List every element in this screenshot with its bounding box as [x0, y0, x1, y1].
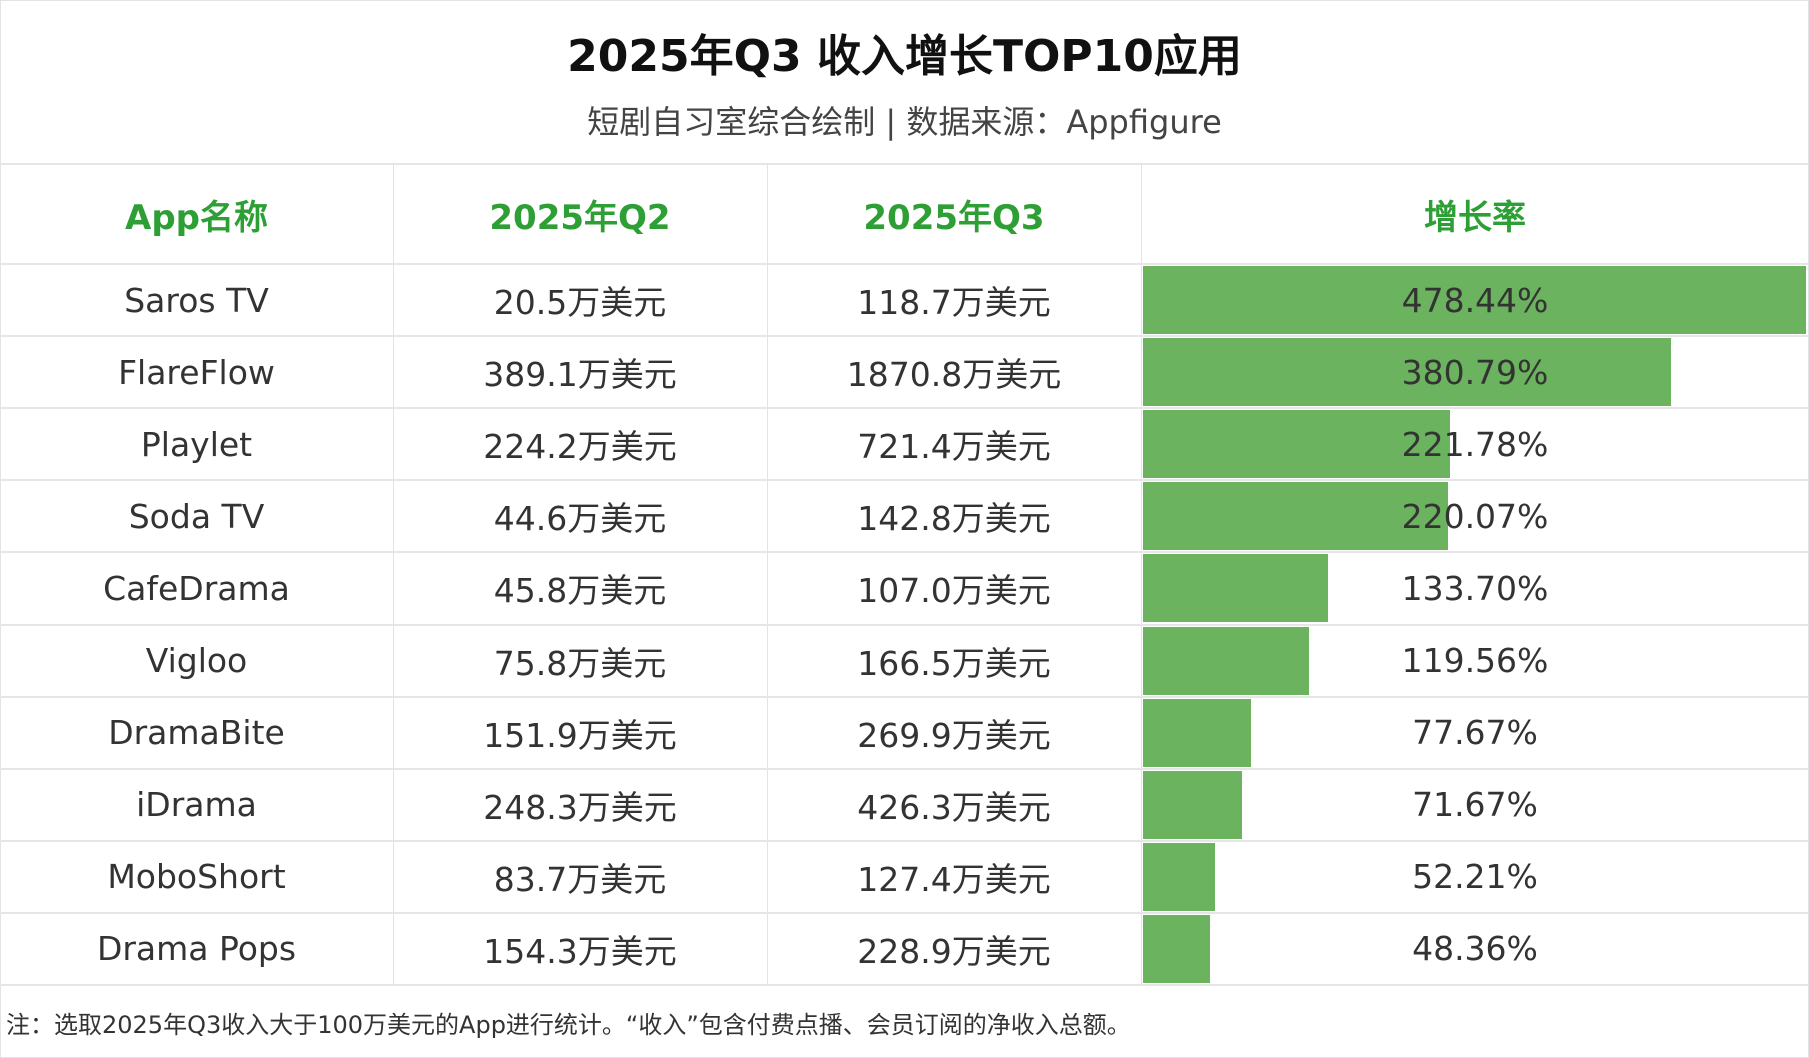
q3-revenue: 142.8万美元	[857, 499, 1051, 539]
growth-label: 478.44%	[1401, 280, 1549, 320]
q3-revenue: 721.4万美元	[857, 427, 1051, 467]
app-name: Playlet	[140, 424, 253, 464]
growth-bar	[1143, 554, 1329, 623]
growth-bar	[1143, 626, 1309, 695]
q3-revenue: 166.5万美元	[857, 643, 1051, 683]
row-divider	[0, 695, 1809, 698]
growth-label: 220.07%	[1401, 496, 1549, 536]
row-divider	[0, 263, 1809, 265]
column-header: 2025年Q2	[489, 197, 671, 238]
q2-revenue: 45.8万美元	[493, 571, 667, 611]
q2-revenue: 154.3万美元	[483, 931, 677, 971]
growth-bar	[1143, 482, 1448, 551]
growth-label: 380.79%	[1401, 352, 1549, 392]
q2-revenue: 75.8万美元	[493, 643, 667, 683]
q3-revenue: 107.0万美元	[857, 571, 1051, 611]
growth-label: 48.36%	[1412, 929, 1538, 969]
growth-bar	[1143, 842, 1216, 911]
q3-revenue: 1870.8万美元	[846, 355, 1062, 395]
growth-label: 133.70%	[1401, 568, 1549, 608]
growth-bar	[1143, 698, 1251, 767]
growth-bar	[1143, 266, 1806, 334]
table-bottom-divider	[0, 984, 1809, 986]
app-name: DramaBite	[108, 713, 285, 753]
q2-revenue: 151.9万美元	[483, 715, 677, 755]
growth-label: 71.67%	[1412, 785, 1538, 825]
column-divider	[767, 164, 768, 985]
column-header: 2025年Q3	[863, 197, 1045, 238]
app-name: Soda TV	[128, 496, 265, 536]
app-name: Vigloo	[145, 641, 248, 680]
header-top-divider	[0, 163, 1809, 165]
row-divider	[0, 623, 1809, 626]
footnote: 注：选取2025年Q3收入大于100万美元的App进行统计。“收入”包含付费点播…	[6, 1011, 1131, 1039]
column-header: App名称	[125, 197, 268, 238]
q2-revenue: 20.5万美元	[493, 283, 667, 322]
app-name: iDrama	[136, 785, 257, 825]
q3-revenue: 228.9万美元	[857, 931, 1051, 971]
growth-label: 77.67%	[1412, 713, 1538, 753]
row-divider	[0, 407, 1809, 410]
chart-subtitle: 短剧自习室综合绘制 | 数据来源：Appfigure	[587, 103, 1222, 141]
q3-revenue: 426.3万美元	[857, 787, 1051, 827]
row-divider	[0, 479, 1809, 482]
growth-bar	[1143, 770, 1243, 839]
row-divider	[0, 767, 1809, 770]
growth-label: 52.21%	[1412, 857, 1538, 897]
row-divider	[0, 551, 1809, 554]
app-name: CafeDrama	[103, 568, 290, 608]
growth-label: 221.78%	[1401, 424, 1549, 464]
app-name: FlareFlow	[118, 352, 275, 392]
app-name: MoboShort	[107, 857, 286, 897]
row-divider	[0, 911, 1809, 914]
q2-revenue: 83.7万美元	[493, 859, 667, 899]
row-divider	[0, 839, 1809, 842]
growth-bar	[1143, 410, 1451, 479]
q2-revenue: 44.6万美元	[493, 499, 667, 539]
growth-label: 119.56%	[1401, 641, 1549, 680]
row-divider	[0, 335, 1809, 338]
q3-revenue: 127.4万美元	[857, 859, 1051, 899]
chart-title: 2025年Q3 收入增长TOP10应用	[567, 31, 1242, 82]
growth-bar	[1143, 338, 1671, 407]
q2-revenue: 248.3万美元	[483, 787, 677, 827]
app-name: Drama Pops	[96, 929, 297, 969]
app-name: Saros TV	[124, 280, 269, 320]
column-divider	[393, 164, 394, 985]
growth-bar	[1143, 914, 1210, 983]
column-divider	[1141, 164, 1142, 985]
q2-revenue: 224.2万美元	[483, 427, 677, 467]
column-header: 增长率	[1424, 197, 1526, 238]
q2-revenue: 389.1万美元	[483, 355, 677, 395]
q3-revenue: 118.7万美元	[857, 283, 1051, 322]
q3-revenue: 269.9万美元	[857, 715, 1051, 755]
